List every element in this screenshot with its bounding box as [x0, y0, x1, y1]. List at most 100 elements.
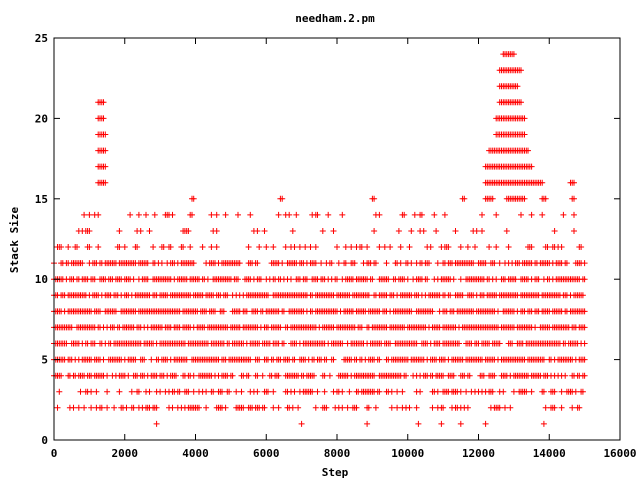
data-point	[254, 372, 261, 379]
data-point	[572, 388, 579, 395]
data-point	[495, 308, 501, 315]
data-point	[146, 228, 153, 234]
data-point	[339, 211, 346, 218]
data-point	[427, 244, 434, 250]
data-point	[240, 404, 247, 411]
data-point	[464, 244, 471, 250]
data-point	[210, 388, 217, 395]
y-axis-ticks: 0 5 10 15 20 25	[35, 32, 620, 447]
data-point	[203, 404, 210, 411]
data-point	[457, 276, 464, 283]
data-point	[100, 356, 107, 363]
data-point	[406, 244, 413, 250]
data-point	[479, 211, 485, 218]
data-point	[54, 404, 61, 411]
data-point	[581, 260, 588, 267]
data-point	[578, 244, 585, 250]
data-point	[551, 404, 558, 411]
data-point	[518, 211, 524, 218]
data-point	[571, 179, 577, 186]
data-point	[293, 211, 300, 218]
data-point	[486, 244, 493, 250]
data-point	[135, 211, 142, 218]
data-point	[569, 404, 576, 411]
data-point	[261, 404, 268, 411]
data-point	[224, 292, 231, 299]
data-point	[397, 244, 404, 250]
data-point	[314, 211, 321, 218]
data-point	[144, 276, 151, 283]
data-point	[479, 228, 485, 234]
data-point	[581, 324, 588, 331]
data-point	[173, 372, 179, 379]
data-point	[509, 340, 516, 347]
data-point	[325, 211, 332, 218]
x-tick-label: 12000	[462, 447, 495, 460]
data-point	[342, 260, 349, 267]
data-point	[286, 211, 293, 218]
data-point	[56, 388, 63, 395]
data-point	[528, 244, 535, 250]
data-point	[153, 420, 160, 427]
x-tick-label: 10000	[391, 447, 424, 460]
data-point	[408, 260, 415, 267]
data-point	[563, 260, 570, 267]
data-point	[116, 388, 123, 395]
data-point	[289, 404, 296, 411]
data-point	[408, 228, 415, 234]
data-point	[75, 404, 82, 411]
data-point	[528, 388, 535, 395]
data-point	[190, 260, 197, 267]
data-point	[371, 372, 378, 379]
data-point	[189, 211, 195, 218]
data-point	[307, 244, 314, 250]
data-point	[395, 228, 402, 234]
y-tick-label: 25	[35, 32, 48, 45]
data-point	[571, 211, 577, 218]
data-point	[413, 340, 420, 347]
data-point	[288, 276, 294, 283]
data-point	[265, 388, 271, 395]
data-point	[222, 404, 229, 411]
data-point	[130, 276, 137, 283]
data-point	[364, 420, 371, 427]
data-point	[558, 388, 565, 395]
y-tick-label: 20	[35, 112, 48, 125]
data-point	[116, 228, 123, 234]
data-point	[581, 340, 588, 347]
data-point	[388, 388, 395, 395]
data-point	[265, 292, 271, 299]
data-point	[334, 244, 340, 250]
data-point	[104, 404, 111, 411]
data-point	[510, 51, 517, 58]
x-tick-label: 4000	[182, 447, 209, 460]
data-point	[238, 388, 245, 395]
data-point	[415, 420, 422, 427]
data-point	[309, 388, 316, 395]
data-point	[560, 211, 567, 218]
data-point	[351, 260, 358, 267]
data-point	[376, 388, 383, 395]
data-point	[132, 356, 139, 363]
data-point	[185, 228, 192, 234]
data-point	[160, 244, 167, 250]
data-point	[302, 244, 309, 250]
data-point	[185, 388, 192, 395]
data-point	[562, 372, 569, 379]
data-point	[440, 372, 447, 379]
data-point	[457, 244, 464, 250]
data-point	[91, 276, 98, 283]
data-point	[334, 276, 340, 283]
data-point	[199, 244, 206, 250]
data-point	[190, 372, 197, 379]
data-point	[528, 211, 535, 218]
data-point	[551, 388, 558, 395]
data-point	[480, 372, 487, 379]
data-point	[365, 404, 372, 411]
data-point	[226, 388, 233, 395]
chart-title: needham.2.pm	[295, 12, 375, 25]
data-point	[183, 356, 190, 363]
data-point	[311, 372, 317, 379]
data-point	[581, 308, 588, 315]
data-point	[417, 388, 424, 395]
